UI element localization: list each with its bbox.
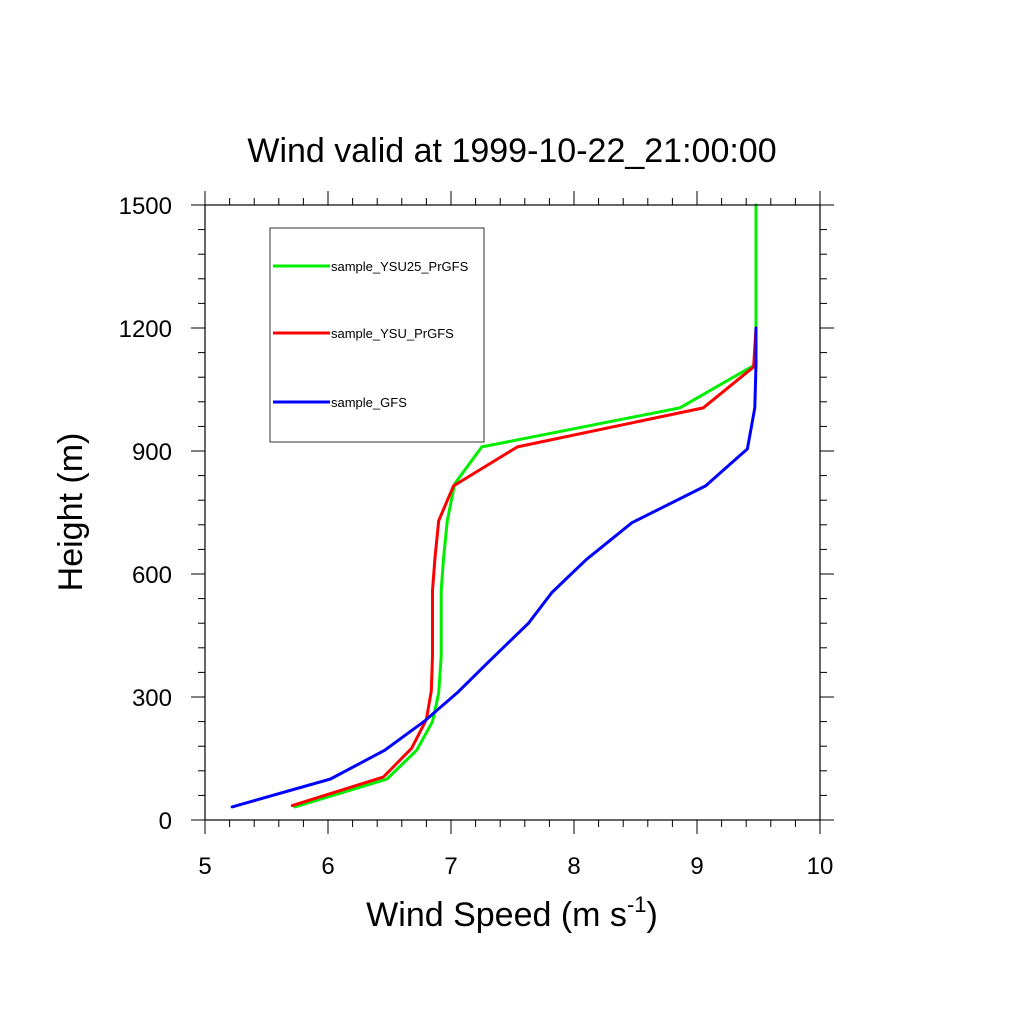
plot-frame — [204, 204, 821, 821]
legend-label-sample_YSU_PrGFS: sample_YSU_PrGFS — [331, 326, 454, 341]
series-line-sample_YSU_PrGFS — [290, 326, 758, 808]
y-tick-label: 1200 — [119, 316, 172, 343]
y-tick-label: 900 — [132, 439, 172, 466]
legend-label-sample_YSU25_PrGFS: sample_YSU25_PrGFS — [331, 259, 469, 274]
legend-box — [269, 227, 485, 443]
legend-label-sample_GFS: sample_GFS — [331, 395, 407, 410]
x-tick-label: 5 — [198, 853, 211, 880]
y-tick-label: 0 — [159, 808, 172, 835]
x-tick-label: 6 — [321, 853, 334, 880]
y-tick-label: 600 — [132, 562, 172, 589]
x-axis-label-main: Wind Speed (m s — [366, 896, 627, 934]
y-tick-label: 300 — [132, 685, 172, 712]
x-axis-label-exponent: -1 — [627, 892, 647, 917]
x-axis-label-close: ) — [647, 896, 658, 934]
x-tick-label: 7 — [444, 853, 457, 880]
y-axis-label: Height (m) — [52, 433, 90, 592]
x-axis-label: Wind Speed (m s-1) — [366, 892, 658, 934]
axis-ticks — [191, 191, 834, 834]
y-tick-label: 1500 — [119, 193, 172, 220]
series-line-sample_GFS — [230, 326, 758, 809]
legend: sample_YSU25_PrGFS sample_YSU_PrGFSsample… — [269, 227, 485, 443]
plot-lines — [230, 203, 758, 809]
chart-title: Wind valid at 1999-10-22_21:00:00 — [247, 132, 776, 170]
x-tick-label: 10 — [807, 853, 834, 880]
x-tick-label: 8 — [567, 853, 580, 880]
axis-tick-labels: 5 6 7 8 9 10 0 300 600 900 1200 1500 — [119, 193, 834, 880]
series-line-sample_YSU25_PrGFS — [293, 203, 758, 809]
x-tick-label: 9 — [690, 853, 703, 880]
